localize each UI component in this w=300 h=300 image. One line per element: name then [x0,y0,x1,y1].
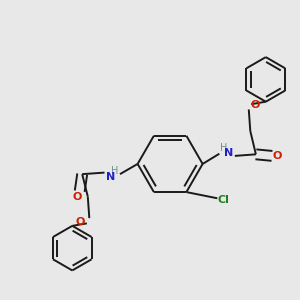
Text: N: N [224,148,233,158]
Text: Cl: Cl [218,195,230,205]
Text: N: N [106,172,115,182]
Text: O: O [251,100,260,110]
Text: O: O [73,192,82,202]
Text: H: H [111,166,119,176]
Text: O: O [76,218,85,227]
Text: O: O [273,151,282,161]
Text: H: H [220,143,227,154]
